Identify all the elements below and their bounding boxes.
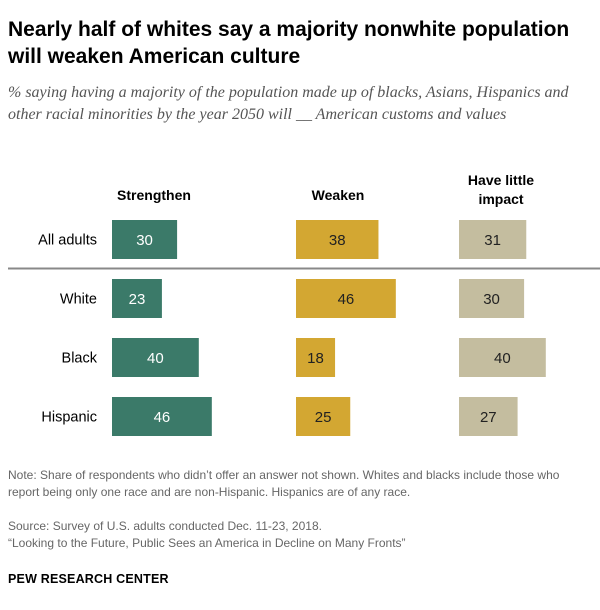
bar xyxy=(112,338,199,377)
bar xyxy=(112,279,162,318)
pew-logo: PEW RESEARCH CENTER xyxy=(8,572,169,586)
data-label: 30 xyxy=(483,291,500,308)
data-label: 40 xyxy=(494,350,511,367)
chart-title: Nearly half of whites say a majority non… xyxy=(8,18,570,68)
data-label: 46 xyxy=(338,291,355,308)
bar xyxy=(459,338,546,377)
series-header: impact xyxy=(478,191,523,207)
data-label: 23 xyxy=(129,291,146,308)
data-label: 25 xyxy=(315,409,332,426)
data-label: 30 xyxy=(136,232,153,249)
report-title: “Looking to the Future, Public Sees an A… xyxy=(8,536,406,550)
category-label: Black xyxy=(62,351,98,367)
note: Note: Share of respondents who didn’t of… xyxy=(8,468,560,499)
bar-chart: Strengthen Weaken Have little impact All adu… xyxy=(8,172,600,436)
source: Source: Survey of U.S. adults conducted … xyxy=(8,519,322,533)
data-label: 31 xyxy=(484,232,501,249)
data-label: 18 xyxy=(307,350,324,367)
bar xyxy=(296,397,351,436)
bar xyxy=(296,338,336,377)
bar xyxy=(459,279,525,318)
chart-subtitle: % saying having a majority of the popula… xyxy=(8,84,569,123)
bar xyxy=(112,220,178,259)
series-header: Have little xyxy=(468,172,534,188)
category-label: White xyxy=(60,292,97,308)
bar xyxy=(296,279,396,318)
bar xyxy=(296,220,379,259)
data-label: 46 xyxy=(154,409,171,426)
series-header: Strengthen xyxy=(117,187,191,203)
bar xyxy=(112,397,212,436)
category-label: Hispanic xyxy=(41,410,97,426)
data-label: 38 xyxy=(329,232,346,249)
bar xyxy=(459,397,518,436)
series-header: Weaken xyxy=(312,187,365,203)
category-label: All adults xyxy=(38,233,97,249)
bar xyxy=(459,220,527,259)
data-label: 27 xyxy=(480,409,497,426)
data-label: 40 xyxy=(147,350,164,367)
